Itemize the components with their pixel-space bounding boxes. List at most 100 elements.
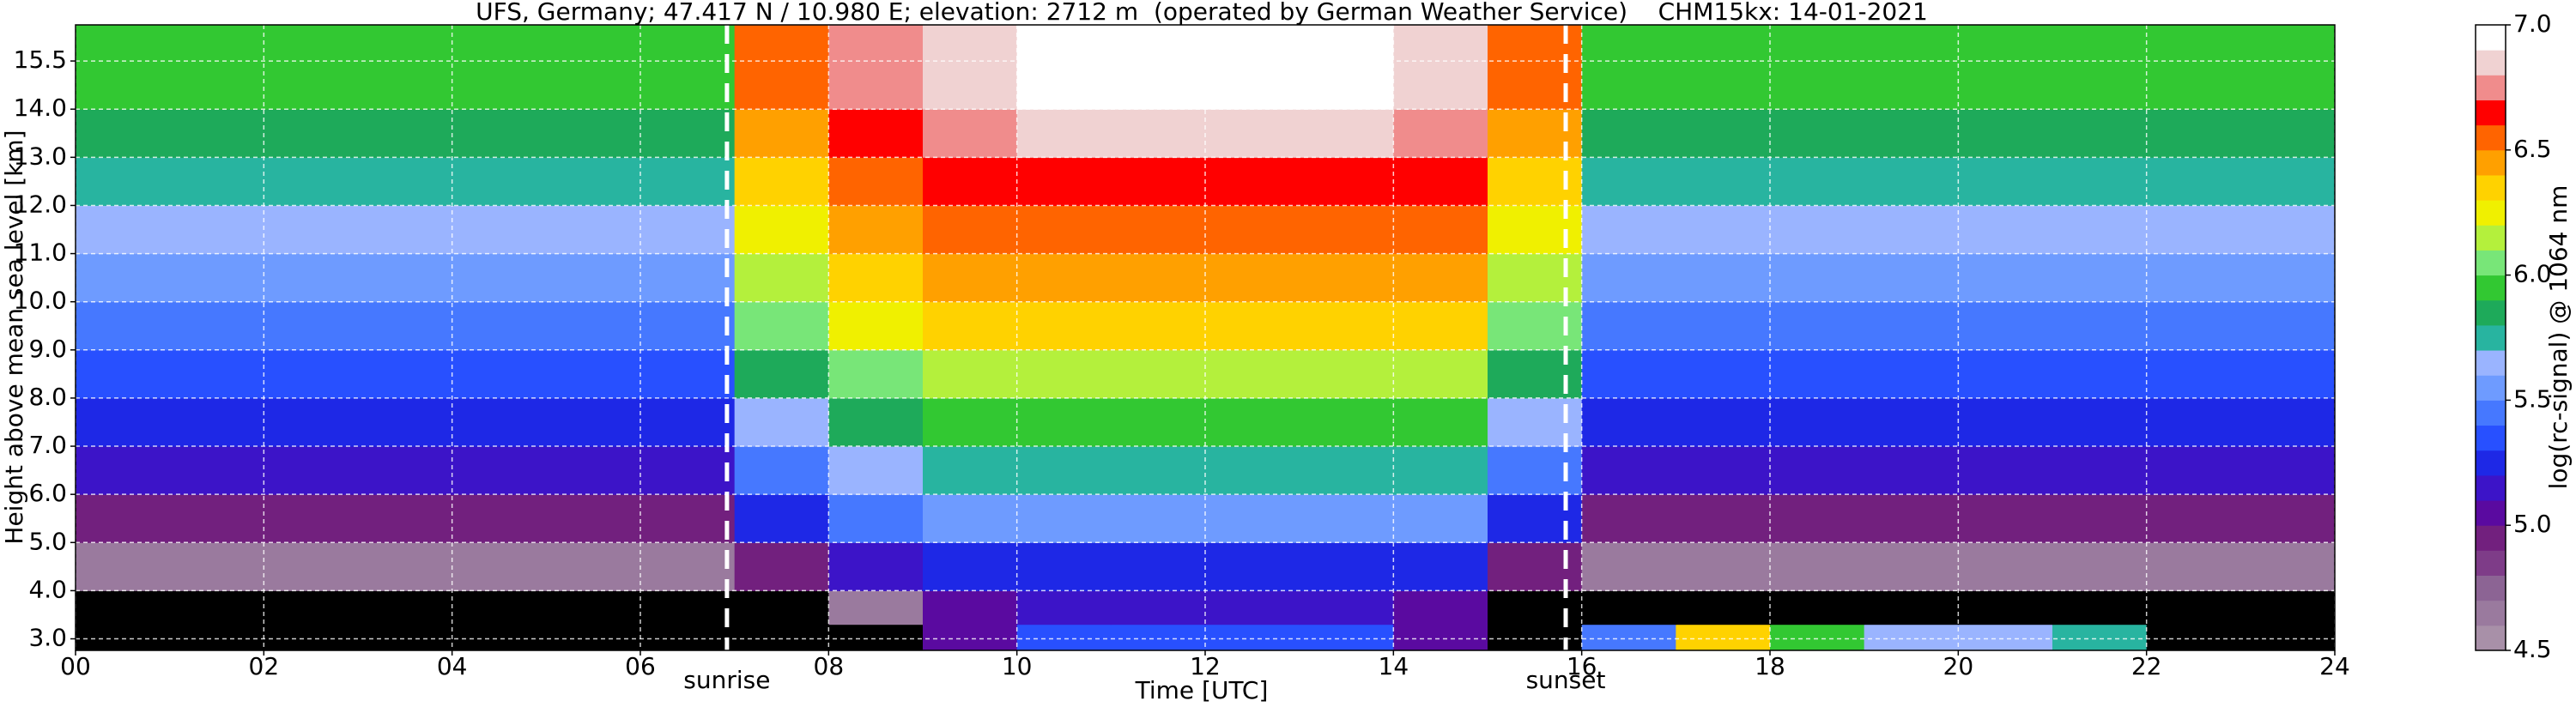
colorbar-swatch [2476, 450, 2506, 476]
heatmap-cell [1770, 157, 1865, 206]
heatmap-cell [1581, 205, 1676, 255]
heatmap-cell [264, 61, 359, 110]
heatmap-cell [923, 590, 1018, 625]
heatmap-cell [1016, 157, 1112, 206]
heatmap-cell [640, 590, 736, 625]
heatmap-cell [1393, 109, 1488, 158]
y-tick-label: 13.0 [14, 142, 67, 170]
y-tick-label: 5.0 [28, 527, 67, 555]
heatmap-cell [1676, 61, 1771, 110]
heatmap-cell [1676, 624, 1771, 651]
heatmap-cell [2146, 253, 2241, 303]
heatmap-cell [1016, 301, 1112, 351]
heatmap-cell [640, 542, 736, 591]
colorbar-tick-label: 5.5 [2513, 384, 2552, 413]
heatmap-cell [1864, 349, 1959, 399]
heatmap-cell [546, 109, 641, 158]
heatmap-cell [1770, 542, 1865, 591]
heatmap-cell [452, 542, 547, 591]
heatmap-cell [452, 205, 547, 255]
heatmap-cell [1770, 253, 1865, 303]
heatmap-cell [1393, 542, 1488, 591]
heatmap-cell [734, 301, 829, 351]
heatmap-cell [2146, 157, 2241, 206]
heatmap-cell [828, 61, 924, 110]
heatmap-cell [1770, 590, 1865, 625]
colorbar-label: log(rc-signal) @ 1064 nm [2544, 185, 2573, 490]
heatmap-cell [2052, 109, 2148, 158]
plot-frame [75, 24, 2336, 651]
heatmap-cell [640, 205, 736, 255]
y-tick-label: 14.0 [14, 94, 67, 122]
heatmap-cell [2052, 25, 2148, 62]
heatmap-cell [1299, 397, 1394, 447]
heatmap-cell [1488, 253, 1583, 303]
heatmap-cell [1299, 109, 1394, 158]
heatmap-cell [2240, 590, 2336, 625]
heatmap-cell [358, 157, 453, 206]
heatmap-cell [2240, 61, 2336, 110]
y-tick-label: 4.0 [28, 575, 67, 603]
heatmap-cell [546, 349, 641, 399]
heatmap-cell [1205, 301, 1300, 351]
heatmap-cell [1111, 446, 1206, 495]
heatmap-cell [1393, 349, 1488, 399]
heatmap-cell [1299, 590, 1394, 625]
heatmap-cell [1864, 61, 1959, 110]
heatmap-cell [1958, 253, 2053, 303]
heatmap-cell [1111, 61, 1206, 110]
heatmap-cell [452, 253, 547, 303]
heatmap-cell [169, 446, 264, 495]
heatmap-cell [1676, 301, 1771, 351]
heatmap-cell [1016, 205, 1112, 255]
heatmap-cell [264, 109, 359, 158]
heatmap-cell [1770, 494, 1865, 543]
heatmap-cell [1581, 624, 1676, 651]
colorbar-swatch [2476, 225, 2506, 251]
heatmap-cell [640, 349, 736, 399]
y-tick-label: 6.0 [28, 479, 67, 507]
heatmap-cell [546, 205, 641, 255]
heatmap-cell [1958, 590, 2053, 625]
heatmap-cell [1581, 301, 1676, 351]
colorbar-tick-label: 6.0 [2513, 260, 2552, 288]
colorbar-swatch [2476, 324, 2506, 351]
y-tick-label: 8.0 [28, 383, 67, 411]
heatmap-cell [1488, 349, 1583, 399]
heatmap-cell [1676, 349, 1771, 399]
heatmap-cell [1111, 157, 1206, 206]
heatmap-cell [1205, 25, 1300, 62]
heatmap-cell [923, 25, 1018, 62]
heatmap-cell [1016, 61, 1112, 110]
heatmap-cell [828, 624, 924, 651]
x-tick-label: 24 [2319, 652, 2350, 680]
x-tick-label: 14 [1379, 652, 1409, 680]
heatmap-cell [169, 494, 264, 543]
heatmap-cell [1205, 61, 1300, 110]
heatmap-cell [1393, 397, 1488, 447]
heatmap-cell [1299, 205, 1394, 255]
heatmap-cell [1205, 494, 1300, 543]
heatmap-cell [452, 61, 547, 110]
heatmap-cell [640, 624, 736, 651]
heatmap-cell [734, 253, 829, 303]
heatmap-cell [734, 590, 829, 625]
colorbar-swatch [2476, 600, 2506, 626]
heatmap-cell [1016, 542, 1112, 591]
heatmap-cell [76, 25, 171, 62]
heatmap-cell [1958, 109, 2053, 158]
heatmap-cell [1958, 349, 2053, 399]
heatmap-cell [1393, 25, 1488, 62]
heatmap-cell [2052, 494, 2148, 543]
heatmap-cell [546, 590, 641, 625]
heatmap-cell [76, 109, 171, 158]
heatmap-cell [264, 157, 359, 206]
heatmap-cell [1488, 397, 1583, 447]
heatmap-cell [2052, 301, 2148, 351]
heatmap-cell [1393, 590, 1488, 625]
heatmap-cell [169, 301, 264, 351]
heatmap-cell [1205, 590, 1300, 625]
heatmap-cell [452, 157, 547, 206]
heatmap-cell [358, 542, 453, 591]
